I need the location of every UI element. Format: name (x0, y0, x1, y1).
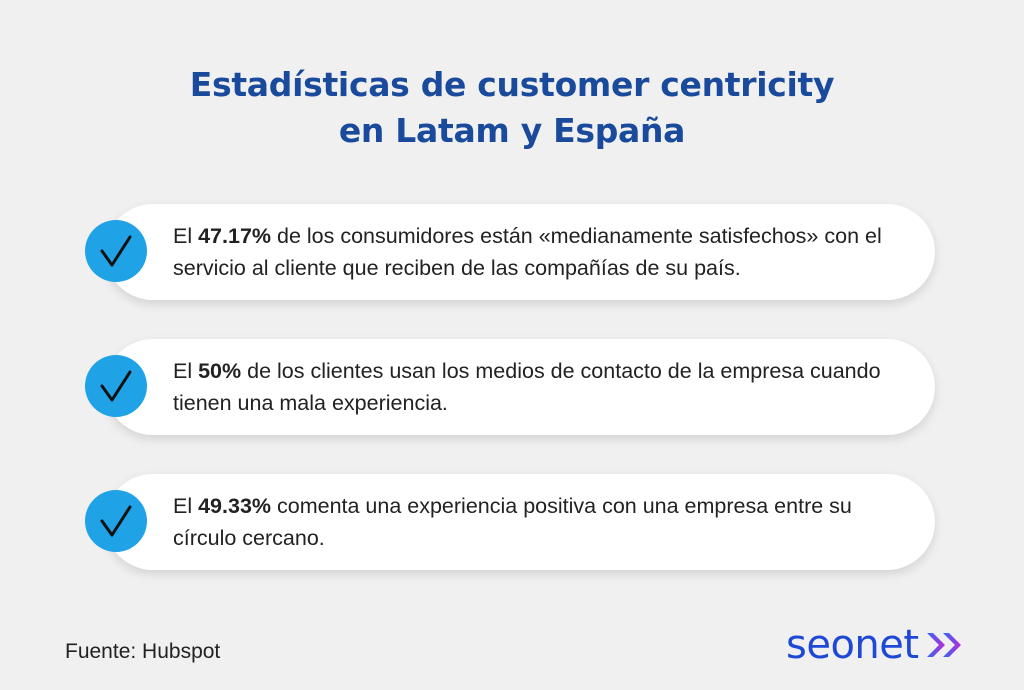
title-line-2: en Latam y España (338, 111, 686, 150)
stat-value: 50% (198, 359, 242, 383)
title-line-1: Estadísticas de customer centricity (189, 65, 835, 104)
stat-card-2: El 50% de los clientes usan los medios d… (105, 339, 935, 435)
stat-value: 49.33% (198, 494, 272, 518)
seonet-logo: seonet (786, 622, 967, 668)
page-title: Estadísticas de customer centricity en L… (0, 62, 1024, 154)
stat-text-3: El 49.33% comenta una experiencia positi… (173, 490, 911, 554)
stat-card-3: El 49.33% comenta una experiencia positi… (105, 474, 935, 570)
stat-suffix: de los clientes usan los medios de conta… (173, 359, 881, 415)
stat-card-1: El 47.17% de los consumidores están «med… (105, 204, 935, 300)
stat-text-1: El 47.17% de los consumidores están «med… (173, 220, 911, 284)
stat-value: 47.17% (198, 224, 272, 248)
check-icon (85, 220, 147, 282)
source-label: Fuente: Hubspot (65, 640, 221, 663)
stat-prefix: El (173, 494, 199, 518)
check-icon (85, 490, 147, 552)
stat-prefix: El (173, 359, 199, 383)
stat-suffix: de los consumidores están «medianamente … (173, 224, 882, 280)
double-chevron-right-icon (926, 633, 961, 657)
check-icon (85, 355, 147, 417)
stat-text-2: El 50% de los clientes usan los medios d… (173, 355, 911, 419)
logo-wordmark: seonet (786, 622, 919, 668)
stat-suffix: comenta una experiencia positiva con una… (173, 494, 852, 550)
stat-prefix: El (173, 224, 199, 248)
